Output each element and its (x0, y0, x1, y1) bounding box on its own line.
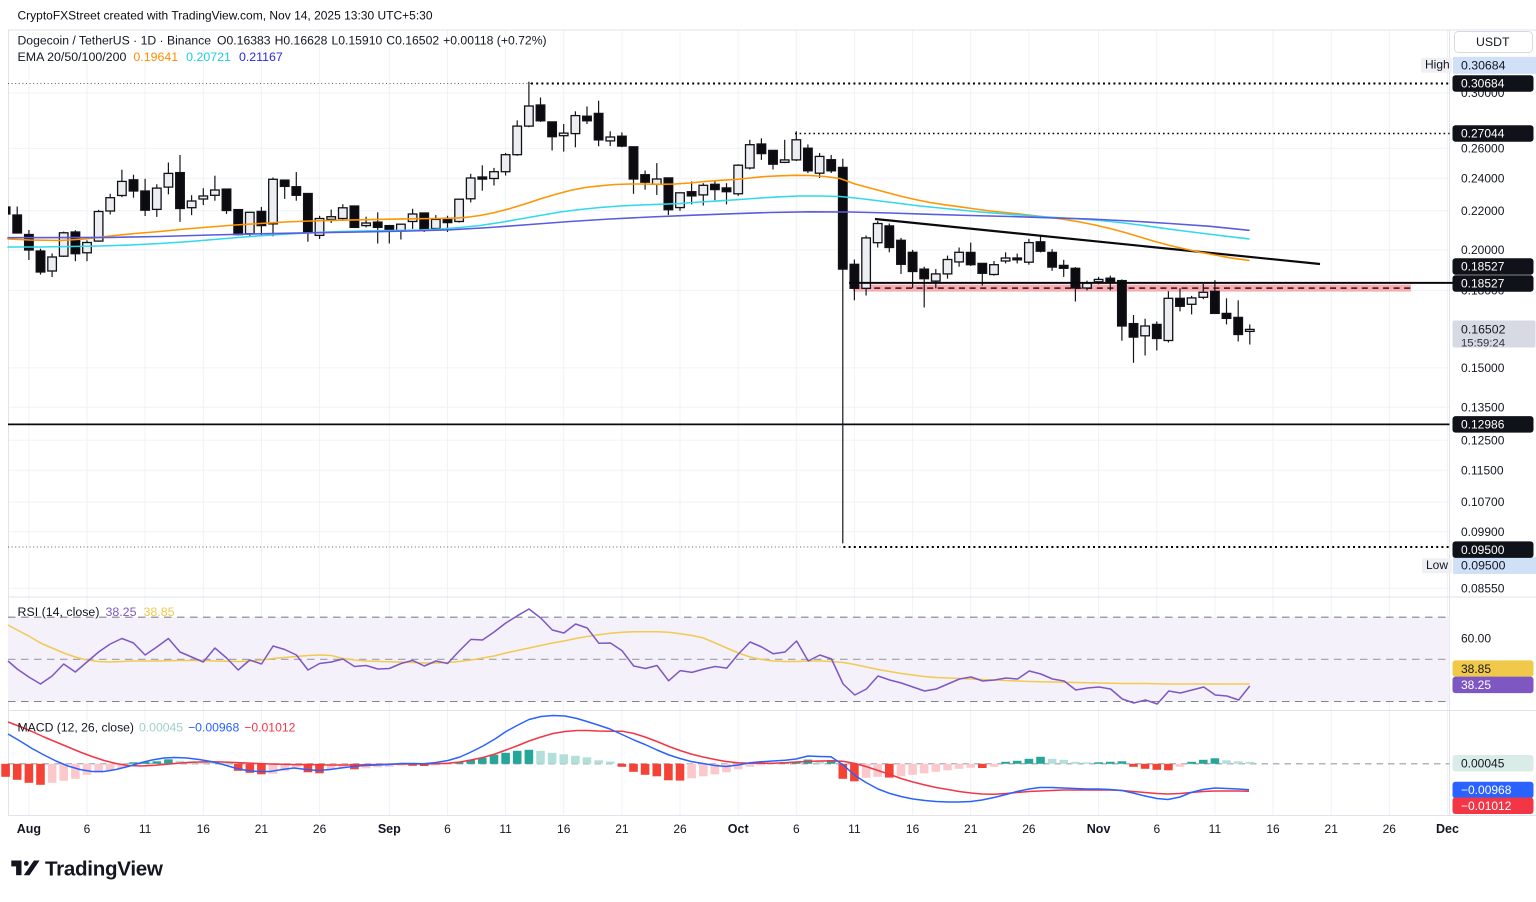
svg-text:−0.00968: −0.00968 (1461, 783, 1512, 797)
svg-text:Dec: Dec (1436, 822, 1459, 836)
svg-text:0.30684: 0.30684 (1461, 77, 1505, 91)
svg-text:6: 6 (84, 822, 91, 836)
svg-text:0.18527: 0.18527 (1461, 260, 1505, 274)
svg-text:Low: Low (1426, 558, 1448, 572)
svg-text:11: 11 (848, 822, 861, 836)
svg-text:0.09500: 0.09500 (1461, 543, 1505, 557)
svg-text:0.24000: 0.24000 (1461, 172, 1505, 186)
svg-text:38.25: 38.25 (1461, 678, 1491, 692)
svg-text:Nov: Nov (1087, 822, 1111, 836)
svg-text:6: 6 (1153, 822, 1160, 836)
svg-text:USDT: USDT (1476, 35, 1510, 49)
svg-text:−0.01012: −0.01012 (1461, 799, 1512, 813)
svg-text:21: 21 (615, 822, 629, 836)
svg-text:16: 16 (197, 822, 211, 836)
svg-text:0.12986: 0.12986 (1461, 418, 1505, 432)
svg-text:Sep: Sep (378, 822, 401, 836)
svg-text:CryptoFXStreet created with Tr: CryptoFXStreet created with TradingView.… (18, 9, 433, 23)
svg-text:0.27044: 0.27044 (1461, 127, 1505, 141)
svg-text:0.00045: 0.00045 (1461, 757, 1505, 771)
svg-text:26: 26 (1022, 822, 1036, 836)
svg-text:0.10700: 0.10700 (1461, 495, 1505, 509)
svg-text:0.15000: 0.15000 (1461, 361, 1505, 375)
svg-text:0.26000: 0.26000 (1461, 142, 1505, 156)
svg-text:0.22000: 0.22000 (1461, 204, 1505, 218)
svg-text:26: 26 (673, 822, 687, 836)
svg-text:11: 11 (139, 822, 152, 836)
svg-text:16: 16 (557, 822, 571, 836)
svg-text:0.11500: 0.11500 (1461, 464, 1504, 478)
svg-text:0.13500: 0.13500 (1461, 401, 1505, 415)
svg-text:6: 6 (793, 822, 800, 836)
svg-text:0.12500: 0.12500 (1461, 434, 1505, 448)
svg-text:16: 16 (906, 822, 920, 836)
svg-text:0.09500: 0.09500 (1461, 559, 1506, 573)
svg-text:0.09900: 0.09900 (1461, 525, 1505, 539)
svg-text:0.18527: 0.18527 (1461, 277, 1505, 291)
svg-text:11: 11 (1209, 822, 1222, 836)
svg-text:High: High (1425, 57, 1450, 71)
svg-text:Aug: Aug (17, 822, 41, 836)
svg-text:60.00: 60.00 (1461, 632, 1491, 646)
svg-text:15:59:24: 15:59:24 (1461, 338, 1505, 350)
svg-text:TradingView: TradingView (45, 858, 164, 881)
svg-text:0.08550: 0.08550 (1461, 582, 1505, 596)
svg-text:Dogecoin / TetherUS · 1D · Bin: Dogecoin / TetherUS · 1D · Binance O0.163… (18, 34, 547, 48)
svg-text:0.16502: 0.16502 (1461, 323, 1506, 337)
svg-text:6: 6 (444, 822, 451, 836)
svg-text:Oct: Oct (728, 822, 750, 836)
svg-text:21: 21 (255, 822, 269, 836)
svg-text:0.30684: 0.30684 (1461, 58, 1506, 72)
svg-text:21: 21 (1325, 822, 1339, 836)
svg-text:38.85: 38.85 (1461, 662, 1491, 676)
svg-text:0.20000: 0.20000 (1461, 243, 1505, 257)
svg-text:MACD (12, 26, close)0.00045−0.: MACD (12, 26, close) 0.00045 −0.00968 −0.01… (18, 721, 296, 735)
svg-text:16: 16 (1266, 822, 1280, 836)
svg-text:21: 21 (964, 822, 978, 836)
svg-text:11: 11 (499, 822, 512, 836)
svg-text:26: 26 (1383, 822, 1397, 836)
svg-text:26: 26 (313, 822, 327, 836)
